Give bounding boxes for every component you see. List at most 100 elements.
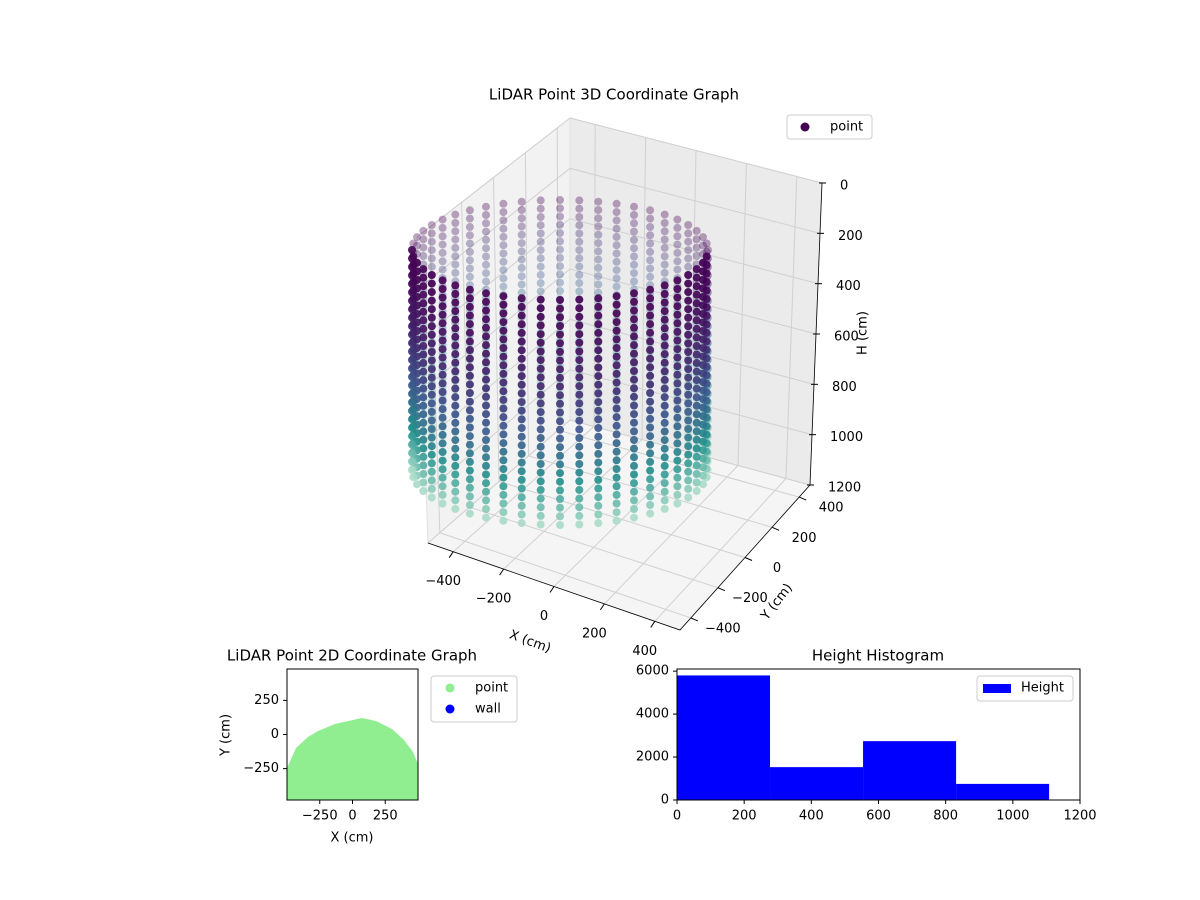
cloud-point — [630, 235, 638, 244]
cloud-point — [612, 413, 621, 422]
cloud-point — [612, 257, 621, 266]
cloud-point — [630, 444, 638, 453]
cloud-point — [409, 473, 418, 482]
cloud-point — [673, 265, 682, 274]
cloud-point — [451, 427, 460, 436]
cloud-point — [427, 399, 436, 408]
cloud-point — [438, 319, 447, 328]
cloud-point — [451, 418, 460, 427]
cloud-point — [684, 442, 693, 451]
cloud-point — [536, 511, 545, 520]
cloud-point — [692, 401, 701, 410]
cloud-point — [594, 519, 603, 528]
cloud-point — [612, 274, 621, 283]
cloud-point — [556, 495, 564, 503]
x-tick-label: 200 — [582, 626, 607, 641]
cloud-point — [438, 302, 447, 311]
legend-label: Height — [1021, 681, 1064, 696]
cloud-point — [673, 490, 682, 499]
x-tick-label: −200 — [476, 592, 512, 607]
cloud-point — [517, 214, 526, 223]
cloud-point — [692, 427, 701, 436]
cloud-point — [692, 487, 701, 495]
cloud-point — [575, 295, 584, 304]
cloud-point — [630, 269, 638, 278]
cloud-point — [612, 241, 621, 250]
cloud-point — [684, 399, 693, 408]
cloud-point — [465, 239, 474, 248]
cloud-point — [646, 414, 655, 423]
z-tick-label: 1000 — [830, 430, 863, 445]
y-tick-label: 6000 — [636, 664, 669, 679]
cloud-point — [499, 249, 508, 258]
cloud-point — [575, 204, 584, 213]
cloud-point — [517, 475, 526, 484]
grid-line — [427, 419, 811, 544]
cloud-point — [536, 246, 545, 255]
cloud-point — [594, 328, 603, 337]
cloud-point — [646, 320, 655, 329]
cloud-point — [409, 239, 418, 248]
y-axis-label: Y (cm) — [219, 714, 234, 757]
cloud-point — [536, 364, 545, 373]
cloud-point — [438, 405, 447, 414]
cloud-point — [438, 310, 447, 319]
cloud-point — [630, 367, 638, 375]
cloud-point — [646, 397, 655, 406]
cloud-point — [612, 473, 621, 482]
bar — [677, 675, 771, 800]
cloud-point — [646, 475, 655, 484]
axis-line — [427, 484, 811, 631]
cloud-point — [536, 279, 545, 288]
cloud-point — [594, 320, 603, 329]
cloud-point — [646, 285, 655, 294]
cloud-point — [419, 461, 428, 470]
cloud-point — [465, 206, 474, 215]
cloud-point — [673, 248, 682, 257]
cloud-point — [612, 344, 621, 352]
cloud-point — [612, 326, 621, 335]
cloud-point — [408, 415, 416, 424]
cloud-point — [419, 299, 428, 308]
cloud-point — [612, 456, 621, 465]
cloud-point — [408, 372, 416, 381]
cloud-point — [575, 246, 584, 255]
cloud-point — [408, 381, 416, 390]
cloud-point — [536, 196, 545, 205]
cloud-point — [612, 282, 621, 291]
cloud-point — [408, 288, 416, 297]
cloud-point — [408, 246, 416, 254]
cloud-point — [427, 330, 436, 339]
cloud-point — [482, 227, 490, 236]
cloud-point — [482, 269, 490, 278]
cloud-point — [517, 230, 526, 239]
cloud-point — [499, 413, 508, 422]
cloud-point — [699, 471, 707, 480]
cloud-point — [575, 399, 584, 408]
cloud-point — [408, 330, 416, 339]
cloud-point — [427, 476, 436, 485]
bar — [956, 783, 1050, 800]
cloud-point — [517, 484, 526, 493]
cloud-point — [499, 482, 508, 491]
cloud-point — [594, 475, 603, 484]
cloud-point — [684, 416, 693, 425]
cloud-point — [646, 406, 655, 415]
legend-marker — [445, 683, 455, 693]
cloud-point — [556, 512, 564, 521]
cloud-point — [499, 404, 508, 413]
x-tick-label: 1200 — [1063, 809, 1096, 824]
y-tick-label: 4000 — [636, 707, 669, 722]
cloud-point — [646, 264, 655, 273]
cloud-point — [630, 252, 638, 261]
cloud-point — [630, 306, 638, 315]
cloud-point — [451, 315, 460, 324]
cloud-point — [673, 293, 682, 302]
cloud-point — [451, 496, 460, 505]
cloud-point — [438, 336, 447, 345]
cloud-point — [612, 309, 621, 318]
cloud-point — [630, 436, 638, 444]
cloud-point — [413, 480, 421, 489]
cloud-point — [660, 252, 669, 261]
cloud-point — [702, 239, 711, 248]
